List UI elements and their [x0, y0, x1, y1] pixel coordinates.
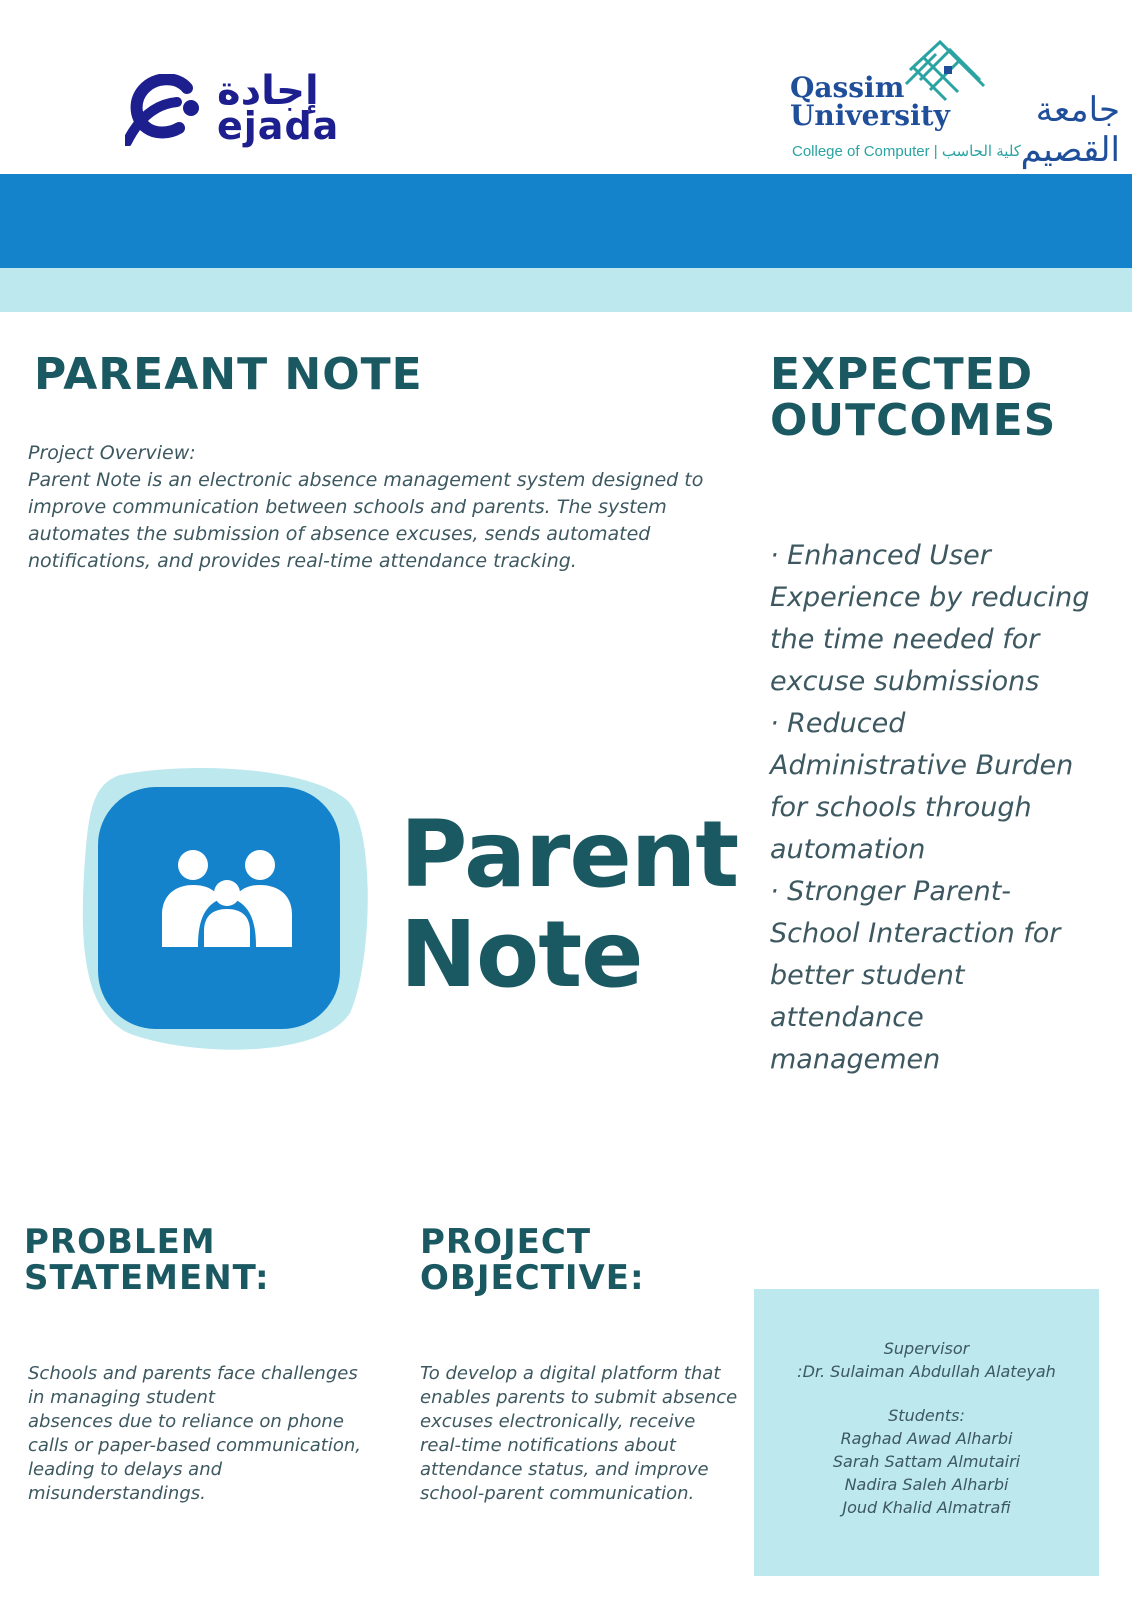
college-name: College of Computer | كلية الحاسب	[792, 143, 1021, 160]
overview-label: Project Overview:	[28, 442, 196, 464]
outcomes-list: · Enhanced User Experience by reducing t…	[770, 535, 1100, 1081]
problem-title: PROBLEM STATEMENT:	[24, 1222, 270, 1298]
objective-body: To develop a digital platform that enabl…	[420, 1363, 738, 1504]
parent-note-wordmark: Parent Note	[400, 801, 739, 1008]
ejada-english-text: ejada	[217, 104, 340, 148]
outcome-item: · Stronger Parent-School Interaction for…	[770, 876, 1061, 1075]
supervisor-label: Supervisor	[883, 1339, 970, 1358]
ejada-logo: إجادة ejada	[125, 68, 338, 150]
ejada-arabic-text: إجادة	[217, 68, 319, 114]
outcomes-title: EXPECTED OUTCOMES	[770, 349, 1057, 447]
outcome-item: · Reduced Administrative Burden for scho…	[770, 708, 1074, 865]
overview-body: Parent Note is an electronic absence man…	[28, 469, 704, 572]
students-label: Students:	[888, 1406, 965, 1425]
lattice-emblem-icon	[904, 40, 986, 102]
page-title: PAREANT NOTE	[34, 349, 423, 400]
outcome-item: · Enhanced User Experience by reducing t…	[770, 540, 1090, 697]
header-band-secondary	[0, 268, 1132, 312]
university-name: Qassim University	[790, 71, 950, 132]
student-name: Raghad Awad Alharbi	[840, 1429, 1013, 1448]
family-icon	[82, 767, 368, 1050]
header-band-primary	[0, 174, 1132, 268]
parent-note-logo: Parent Note	[80, 765, 739, 1055]
student-name: Joud Khalid Almatrafi	[842, 1498, 1011, 1517]
university-arabic-name: جامعة القصيم	[1020, 90, 1120, 170]
team-box: Supervisor :Dr. Sulaiman Abdullah Alatey…	[754, 1289, 1099, 1576]
objective-title: PROJECT OBJECTIVE:	[420, 1222, 645, 1298]
student-name: Sarah Sattam Almutairi	[832, 1452, 1021, 1471]
student-name: Nadira Saleh Alharbi	[844, 1475, 1009, 1494]
ejada-mark-icon	[125, 74, 199, 146]
qassim-university-logo: Qassim University جامعة القصيم College o…	[790, 40, 1120, 170]
supervisor-name: :Dr. Sulaiman Abdullah Alateyah	[797, 1362, 1056, 1381]
problem-body: Schools and parents face challenges in m…	[28, 1363, 362, 1504]
